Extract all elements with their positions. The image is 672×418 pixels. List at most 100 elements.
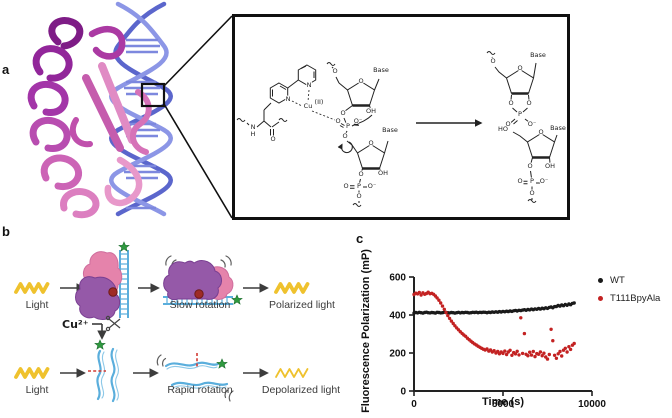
caption-rapid-rotation: Rapid rotation bbox=[167, 384, 233, 396]
chem-atom-label: O bbox=[527, 162, 532, 170]
chem-atom-label: O bbox=[340, 109, 345, 117]
cleaved-dna bbox=[88, 339, 119, 403]
chem-atom-label: Cu bbox=[304, 102, 313, 110]
chart-point-mutant bbox=[554, 356, 559, 360]
callout-line-top bbox=[163, 15, 233, 87]
chem-atom-label: P bbox=[346, 122, 350, 130]
legend-item-mutant: T111BpyAla bbox=[598, 293, 660, 304]
panel-c-chart: Fluorescence Polarization (mP) Time (s) … bbox=[352, 235, 672, 418]
chem-atom-label: HO bbox=[498, 125, 508, 133]
chem-atom-label: P bbox=[357, 182, 361, 190]
callout-line-bottom bbox=[163, 103, 233, 219]
chart-point-mutant bbox=[536, 352, 541, 356]
chem-atom-label: Base bbox=[530, 51, 546, 59]
protein-ribbons bbox=[27, 17, 152, 219]
chart-point-mutant bbox=[442, 307, 446, 311]
light-wave-2 bbox=[274, 282, 310, 294]
chart-point-mutant bbox=[549, 327, 553, 331]
zoom-square bbox=[140, 82, 166, 108]
chem-atom-label: O bbox=[505, 120, 510, 128]
chem-atom-label: Base bbox=[373, 66, 389, 74]
chem-atom-label: O⁻ bbox=[368, 182, 377, 190]
chart-point-mutant bbox=[504, 352, 509, 357]
protein-dna-complex bbox=[75, 241, 130, 320]
legend-label-wt: WT bbox=[610, 275, 625, 286]
chart-point-mutant bbox=[417, 290, 421, 295]
chem-atom-label: O bbox=[517, 177, 522, 185]
y-tick-label: 600 bbox=[389, 273, 406, 284]
chart-point-mutant bbox=[513, 352, 518, 356]
chart-point-wt bbox=[572, 301, 576, 305]
chem-atom-label: O bbox=[508, 99, 513, 107]
chem-atom-label: Base bbox=[382, 126, 398, 134]
chem-atom-label: (II) bbox=[315, 98, 324, 106]
y-tick-label: 200 bbox=[389, 349, 406, 360]
chem-atom-label: O bbox=[356, 192, 361, 200]
chem-atom-label: O bbox=[332, 67, 337, 75]
chem-atom-label: O bbox=[270, 135, 275, 143]
chart-point-mutant bbox=[439, 301, 443, 305]
chem-atom-label: O bbox=[358, 170, 363, 178]
chart-point-mutant bbox=[531, 349, 535, 354]
chem-atom-label: Base bbox=[550, 124, 566, 132]
chart-point-mutant bbox=[492, 349, 496, 353]
chart-point-mutant bbox=[522, 331, 527, 336]
chem-atom-label: O bbox=[529, 189, 534, 197]
chart-point-mutant bbox=[501, 351, 505, 356]
chem-atom-label: N bbox=[251, 123, 256, 131]
chem-atom-label: O bbox=[526, 99, 531, 107]
chart-point-mutant bbox=[526, 354, 530, 358]
chem-atom-label: O bbox=[335, 117, 340, 125]
chart-point-mutant bbox=[565, 350, 569, 354]
panel-label-c: c bbox=[356, 231, 364, 246]
chart-point-mutant bbox=[538, 350, 543, 354]
chart-point-mutant bbox=[547, 352, 551, 357]
legend-label-mutant: T111BpyAla bbox=[610, 293, 661, 304]
caption-light-2: Light bbox=[25, 384, 49, 396]
chart-point-mutant bbox=[435, 296, 439, 300]
chart-point-mutant bbox=[517, 353, 521, 357]
chart-point-mutant bbox=[542, 351, 546, 355]
chart-point-mutant bbox=[572, 341, 576, 346]
chart-point-mutant bbox=[519, 316, 523, 320]
chem-atom-label: O⁻ bbox=[528, 120, 537, 128]
chemistry-box: N H O N N Cu (II) O O Base OH O O P O⁻ O O Base OH O O P O⁻ O O O… bbox=[232, 14, 570, 220]
legend-dot-wt bbox=[598, 278, 603, 283]
caption-slow-rotation: Slow rotation bbox=[169, 299, 231, 311]
chart-point-mutant bbox=[568, 347, 573, 352]
caption-light-1: Light bbox=[25, 299, 49, 311]
chart-plot-area: 0 200 400 600 0 5000 10000 bbox=[389, 273, 606, 411]
chem-atom-label: O bbox=[538, 128, 543, 136]
chem-atom-label: N bbox=[286, 95, 291, 103]
panel-a-structure bbox=[27, 1, 233, 219]
chart-point-mutant bbox=[552, 353, 557, 357]
chem-atom-label: P bbox=[530, 177, 534, 185]
chem-atom-label: O bbox=[343, 182, 348, 190]
legend-dot-mutant bbox=[598, 296, 603, 301]
light-wave-3 bbox=[14, 367, 50, 379]
chem-atom-label: P bbox=[518, 110, 522, 118]
chart-axes bbox=[413, 277, 592, 392]
chem-atom-label: O bbox=[517, 64, 522, 72]
chem-atom-label: H bbox=[251, 130, 256, 138]
copper-center-dot-2 bbox=[194, 289, 204, 299]
chart-point-mutant bbox=[515, 349, 519, 353]
chem-bonds bbox=[236, 51, 558, 207]
chem-atom-label: OH bbox=[366, 107, 376, 115]
fluorophore-star-1 bbox=[118, 241, 130, 252]
chart-point-mutant bbox=[551, 339, 555, 343]
chart-point-mutant bbox=[510, 353, 514, 357]
chem-atom-label: N bbox=[307, 81, 312, 89]
caption-depolarized: Depolarized light bbox=[261, 384, 341, 396]
caption-polarized: Polarized light bbox=[269, 299, 335, 311]
fluorophore-star-3 bbox=[94, 339, 106, 350]
chart-point-mutant bbox=[503, 349, 507, 353]
slow-rotation-complex bbox=[163, 255, 243, 305]
chem-atom-label: O bbox=[358, 77, 363, 85]
chem-atom-label: OH bbox=[545, 162, 555, 170]
chart-point-mutant bbox=[545, 357, 550, 361]
caption-copper: Cu²⁺ bbox=[62, 318, 89, 331]
chart-point-mutant bbox=[449, 319, 454, 323]
